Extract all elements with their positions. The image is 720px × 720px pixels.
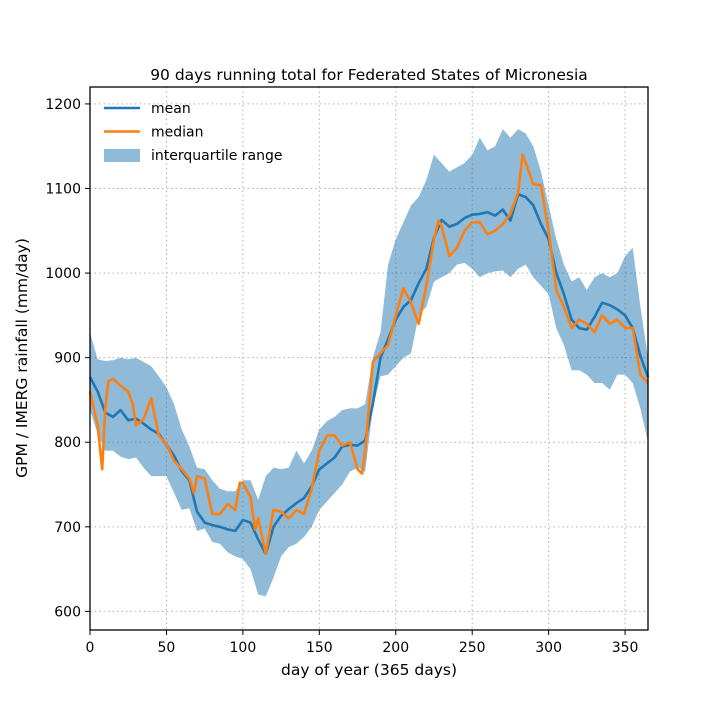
y-axis-ticks: 600 700 800 900 1000 1100 1200 (45, 97, 90, 620)
x-tick-label: 250 (459, 640, 486, 656)
legend: mean median interquartile range (104, 101, 283, 164)
legend-label: interquartile range (151, 148, 283, 164)
y-tick-label: 800 (54, 435, 81, 451)
plot-frame (89, 86, 649, 631)
series-line-median (88, 153, 649, 556)
x-tick-label: 150 (306, 640, 333, 656)
y-tick-label: 1200 (45, 97, 81, 113)
x-tick-label: 50 (158, 640, 176, 656)
x-tick-label: 100 (230, 640, 257, 656)
legend-label: median (151, 125, 203, 141)
interquartile-band-layer (90, 129, 648, 597)
series-lines-layer (88, 153, 650, 556)
x-tick-label: 300 (535, 640, 562, 656)
interquartile-band (90, 129, 648, 597)
y-axis-label: GPM / IMERG rainfall (mm/day) (13, 238, 31, 478)
legend-swatch-band (104, 149, 140, 162)
y-tick-label: 900 (54, 351, 81, 367)
y-tick-label: 1100 (45, 181, 81, 197)
y-tick-label: 600 (54, 604, 81, 620)
x-axis-ticks: 0 50 100 150 200 250 300 350 (86, 630, 639, 656)
x-axis-label: day of year (365 days) (281, 661, 457, 679)
chart-title: 90 days running total for Federated Stat… (150, 66, 588, 84)
x-tick-label: 200 (382, 640, 409, 656)
y-tick-label: 700 (54, 520, 81, 536)
x-tick-label: 350 (612, 640, 639, 656)
x-tick-label: 0 (86, 640, 95, 656)
legend-label: mean (151, 101, 191, 117)
y-tick-label: 1000 (45, 266, 81, 282)
